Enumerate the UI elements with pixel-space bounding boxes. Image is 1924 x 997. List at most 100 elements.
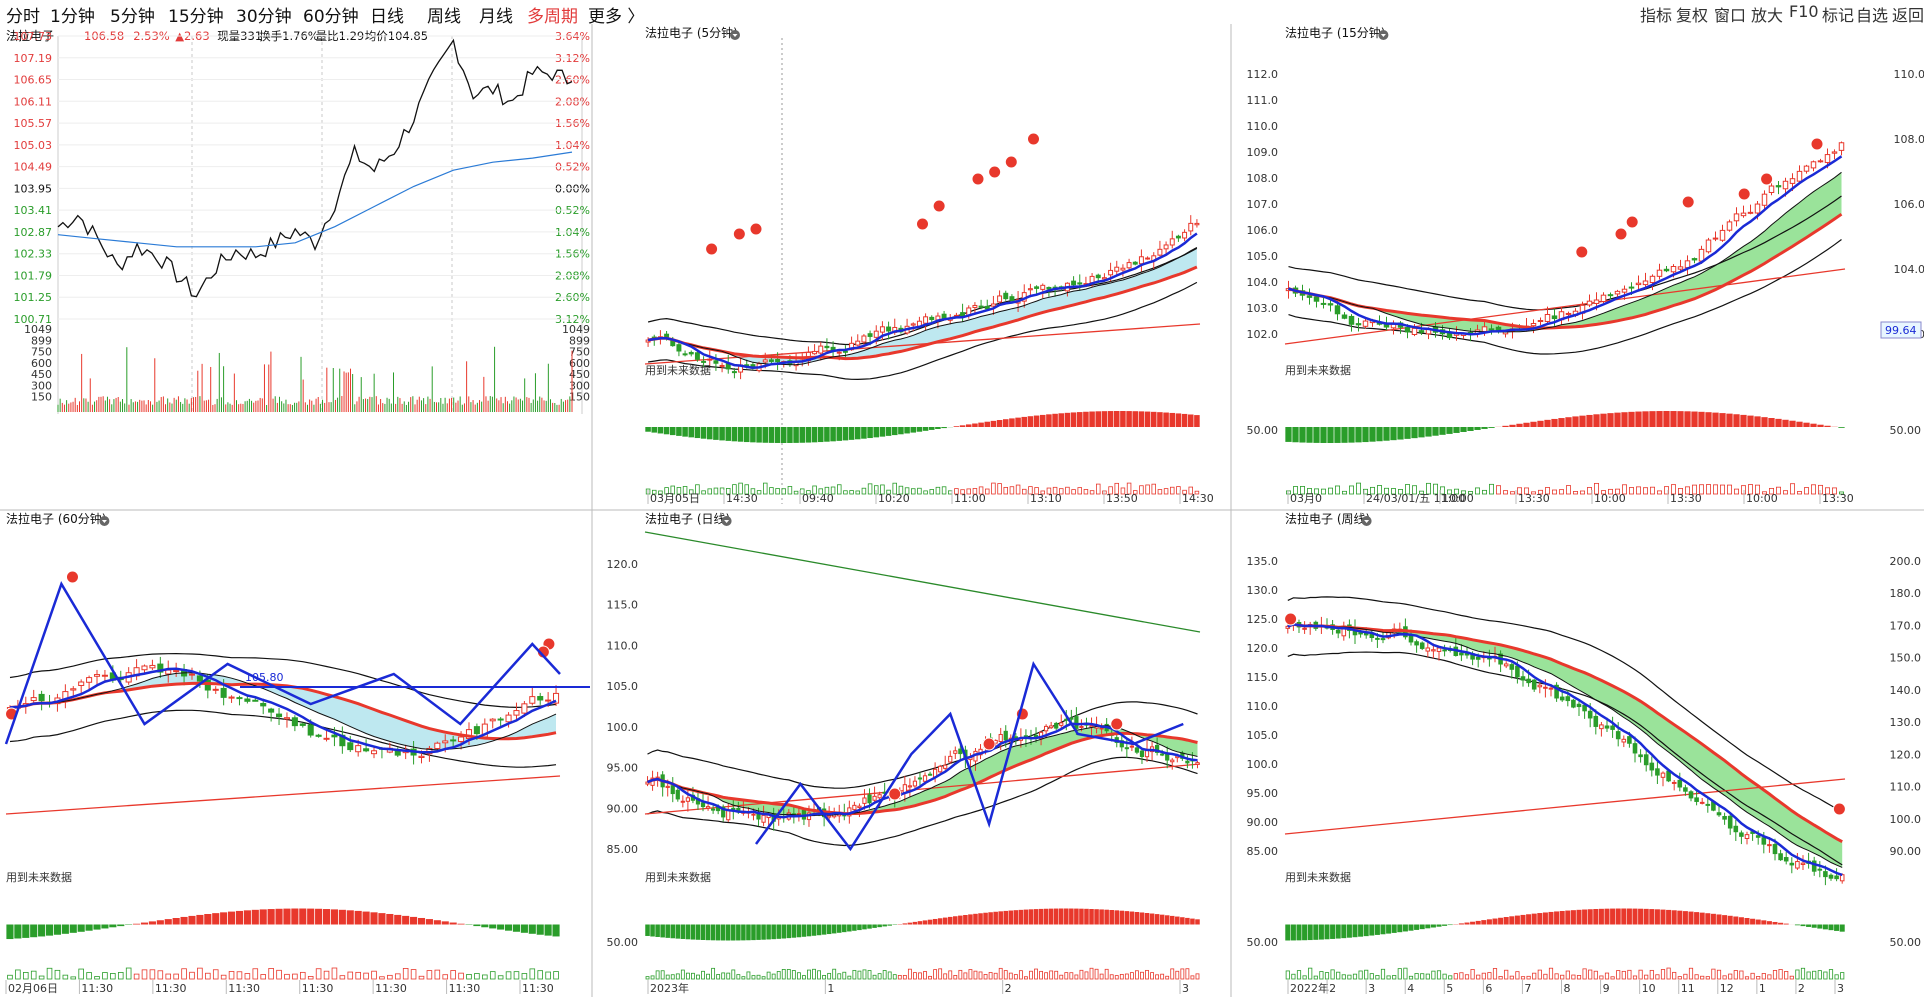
osc-vol: [966, 488, 972, 495]
candle-body: [775, 359, 781, 363]
candle-body: [1834, 875, 1839, 880]
osc-vol: [670, 974, 675, 980]
osc-vol: [1352, 973, 1358, 980]
osc-vol: [1328, 487, 1334, 495]
period-tab-6[interactable]: 日线: [370, 7, 404, 27]
signal-marker: [732, 227, 746, 241]
osc-vol: [707, 488, 713, 495]
toolbar-right-2[interactable]: 窗口: [1714, 6, 1747, 25]
candle-body: [1544, 313, 1551, 322]
day-note: 用到未来数据: [645, 870, 711, 884]
m15-right-ytick: 110.0: [1894, 68, 1924, 81]
osc-vol: [466, 974, 472, 980]
candle-body: [1810, 161, 1817, 169]
price-tick: 107.73: [14, 30, 53, 43]
candle-body: [1043, 725, 1049, 732]
ma-black: [648, 246, 1198, 366]
osc-vol: [323, 970, 330, 980]
osc-vol: [1733, 970, 1738, 980]
candle-body: [1740, 212, 1747, 217]
candle-body: [1610, 725, 1615, 730]
period-tab-5[interactable]: 60分钟: [303, 7, 359, 27]
period-tab-8[interactable]: 月线: [479, 7, 513, 27]
osc-vol: [1126, 482, 1132, 495]
period-tab-1[interactable]: 1分钟: [50, 7, 95, 27]
candle-body: [1071, 280, 1077, 286]
candle-body: [1348, 315, 1355, 325]
week-ytick: 85.00: [1247, 845, 1279, 858]
toolbar-right-1[interactable]: 复权: [1676, 6, 1709, 25]
osc-vol: [902, 974, 907, 980]
candle-body: [1124, 747, 1129, 750]
candle-body: [1046, 286, 1052, 290]
candle-body: [363, 748, 370, 752]
week-xlabel: 2: [1329, 982, 1336, 995]
osc-vol: [1489, 483, 1495, 495]
candle-body: [867, 794, 872, 804]
candle-body: [1587, 710, 1593, 719]
osc-vol: [1593, 970, 1598, 980]
osc-vol: [1160, 973, 1165, 980]
osc-vol: [1515, 971, 1520, 980]
osc-vol: [1024, 976, 1028, 980]
period-tab-9[interactable]: 多周期: [527, 7, 578, 27]
osc-vol: [1825, 487, 1831, 495]
ma-cloud: [648, 247, 1197, 365]
m60-panel: [4, 570, 561, 980]
candle-body: [442, 740, 449, 744]
signal-marker: [1004, 155, 1018, 169]
osc-vol: [1526, 975, 1531, 980]
period-tab-10[interactable]: 更多 〉: [588, 7, 645, 27]
price-line: [57, 38, 573, 298]
osc-vol: [1089, 967, 1094, 980]
candle-body: [473, 726, 480, 735]
period-tab-3[interactable]: 15分钟: [168, 7, 224, 27]
candle-body: [1040, 284, 1046, 290]
osc-vol: [1096, 483, 1101, 495]
osc-vol: [645, 976, 650, 980]
osc-vol: [260, 974, 266, 980]
m15-xlabel: 13:30: [1518, 492, 1550, 505]
osc-vol: [157, 970, 164, 980]
toolbar-right-5[interactable]: 标记: [1822, 6, 1855, 25]
osc-vol: [941, 486, 947, 495]
m60-title: 法拉电子 (60分钟): [6, 511, 106, 526]
osc-vol: [736, 974, 741, 980]
osc-vol: [1039, 970, 1043, 980]
candle-body: [1705, 239, 1712, 253]
osc-vol: [1727, 484, 1733, 495]
ma-black: [9, 672, 557, 751]
week-panel: [1284, 596, 1846, 980]
period-tab-2[interactable]: 5分钟: [110, 7, 155, 27]
toolbar-right-0[interactable]: 指标: [1640, 6, 1673, 25]
toolbar-right-4[interactable]: F10: [1789, 2, 1819, 21]
long-ma-green: [644, 531, 1201, 633]
candle-body: [1101, 277, 1107, 280]
osc-vol: [872, 974, 877, 980]
candle-body: [529, 696, 536, 704]
osc-vol: [1314, 488, 1320, 495]
osc-vol: [963, 972, 968, 980]
candle-body: [1099, 727, 1104, 730]
osc-vol: [394, 973, 401, 980]
osc-vol: [315, 968, 322, 980]
period-tab-7[interactable]: 周线: [427, 7, 461, 27]
candle-body: [1660, 772, 1666, 778]
candle-body: [1126, 262, 1132, 269]
vol-tick-right: 1049: [562, 323, 590, 336]
osc-vol: [1664, 486, 1670, 495]
period-tab-4[interactable]: 30分钟: [236, 7, 292, 27]
candle-body: [252, 699, 259, 702]
toolbar-right-7[interactable]: 返回: [1892, 6, 1924, 25]
period-tab-0[interactable]: 分时: [6, 7, 40, 27]
osc-vol: [1616, 970, 1621, 980]
candle-body: [1656, 269, 1663, 277]
candle-body: [1817, 160, 1824, 163]
osc-vol: [985, 488, 990, 495]
osc-vol: [1582, 968, 1587, 980]
osc-vol: [933, 969, 938, 980]
toolbar-right-3[interactable]: 放大: [1751, 6, 1784, 25]
toolbar-right-6[interactable]: 自选: [1856, 6, 1889, 25]
week-xlabel: 7: [1524, 982, 1531, 995]
osc-vol: [807, 969, 811, 980]
